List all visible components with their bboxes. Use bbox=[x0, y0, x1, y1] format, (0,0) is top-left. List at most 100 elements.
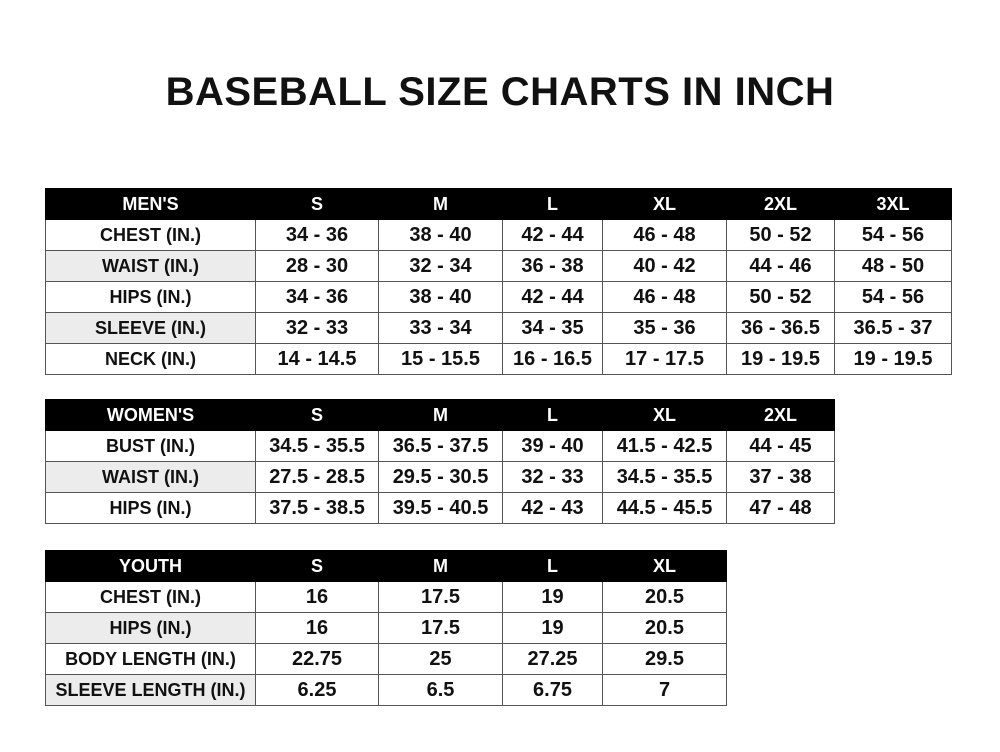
measurement-label: HIPS (IN.) bbox=[45, 281, 256, 313]
category-header: YOUTH bbox=[45, 550, 256, 582]
page-title: BASEBALL SIZE CHARTS IN INCH bbox=[165, 70, 835, 114]
size-value-cell: 19 - 19.5 bbox=[726, 343, 835, 375]
size-header: L bbox=[502, 188, 603, 220]
size-value-cell: 28 - 30 bbox=[255, 250, 379, 282]
size-value-cell: 34 - 36 bbox=[255, 281, 379, 313]
size-value-cell: 20.5 bbox=[602, 612, 727, 644]
size-value-cell: 20.5 bbox=[602, 581, 727, 613]
size-value-cell: 37.5 - 38.5 bbox=[255, 492, 379, 524]
size-value-cell: 54 - 56 bbox=[834, 281, 952, 313]
size-value-cell: 39 - 40 bbox=[502, 430, 603, 462]
measurement-label: SLEEVE (IN.) bbox=[45, 312, 256, 344]
table-row: NECK (IN.) 14 - 14.5 15 - 15.5 16 - 16.5 17 … bbox=[45, 343, 952, 375]
measurement-label: BUST (IN.) bbox=[45, 430, 256, 462]
size-header: M bbox=[378, 550, 503, 582]
size-header: XL bbox=[602, 550, 727, 582]
size-value-cell: 37 - 38 bbox=[726, 461, 835, 493]
measurement-label: HIPS (IN.) bbox=[45, 612, 256, 644]
table-row: HIPS (IN.) 34 - 36 38 - 40 42 - 44 46 - 48 50… bbox=[45, 281, 952, 313]
size-value-cell: 50 - 52 bbox=[726, 219, 835, 251]
size-value-cell: 14 - 14.5 bbox=[255, 343, 379, 375]
size-header: S bbox=[255, 399, 379, 431]
size-value-cell: 17.5 bbox=[378, 612, 503, 644]
header-row: YOUTH S M L XL bbox=[45, 550, 727, 582]
size-value-cell: 7 bbox=[602, 674, 727, 706]
youth-size-table: YOUTH S M L XL CHEST (IN.) 16 17.5 19 20.5 HIPS (I… bbox=[45, 550, 727, 706]
size-value-cell: 34 - 35 bbox=[502, 312, 603, 344]
size-value-cell: 38 - 40 bbox=[378, 219, 503, 251]
size-value-cell: 27.5 - 28.5 bbox=[255, 461, 379, 493]
size-value-cell: 44.5 - 45.5 bbox=[602, 492, 727, 524]
size-value-cell: 32 - 34 bbox=[378, 250, 503, 282]
size-value-cell: 42 - 43 bbox=[502, 492, 603, 524]
size-value-cell: 19 - 19.5 bbox=[834, 343, 952, 375]
size-value-cell: 42 - 44 bbox=[502, 219, 603, 251]
table-row: WAIST (IN.) 27.5 - 28.5 29.5 - 30.5 32 - 33… bbox=[45, 461, 835, 493]
measurement-label: HIPS (IN.) bbox=[45, 492, 256, 524]
size-value-cell: 6.25 bbox=[255, 674, 379, 706]
table-row: CHEST (IN.) 34 - 36 38 - 40 42 - 44 46 - 48 5… bbox=[45, 219, 952, 251]
size-value-cell: 34.5 - 35.5 bbox=[602, 461, 727, 493]
size-value-cell: 36 - 38 bbox=[502, 250, 603, 282]
table-row: HIPS (IN.) 16 17.5 19 20.5 bbox=[45, 612, 727, 644]
size-value-cell: 48 - 50 bbox=[834, 250, 952, 282]
category-header: MEN'S bbox=[45, 188, 256, 220]
table-row: SLEEVE (IN.) 32 - 33 33 - 34 34 - 35 35 - 36… bbox=[45, 312, 952, 344]
table-row: HIPS (IN.) 37.5 - 38.5 39.5 - 40.5 42 - 43 4… bbox=[45, 492, 835, 524]
table-row: BUST (IN.) 34.5 - 35.5 36.5 - 37.5 39 - 40 4… bbox=[45, 430, 835, 462]
size-header: M bbox=[378, 399, 503, 431]
size-header: S bbox=[255, 550, 379, 582]
size-value-cell: 34.5 - 35.5 bbox=[255, 430, 379, 462]
table-row: SLEEVE LENGTH (IN.) 6.25 6.5 6.75 7 bbox=[45, 674, 727, 706]
size-header: L bbox=[502, 550, 603, 582]
size-value-cell: 25 bbox=[378, 643, 503, 675]
size-value-cell: 44 - 46 bbox=[726, 250, 835, 282]
size-value-cell: 6.5 bbox=[378, 674, 503, 706]
size-header: 2XL bbox=[726, 188, 835, 220]
size-value-cell: 32 - 33 bbox=[255, 312, 379, 344]
size-header: XL bbox=[602, 399, 727, 431]
size-value-cell: 19 bbox=[502, 581, 603, 613]
size-value-cell: 16 - 16.5 bbox=[502, 343, 603, 375]
size-value-cell: 40 - 42 bbox=[602, 250, 727, 282]
measurement-label: WAIST (IN.) bbox=[45, 250, 256, 282]
size-value-cell: 36 - 36.5 bbox=[726, 312, 835, 344]
womens-size-table: WOMEN'S S M L XL 2XL BUST (IN.) 34.5 - 35.5 36.5… bbox=[45, 399, 835, 524]
measurement-label: WAIST (IN.) bbox=[45, 461, 256, 493]
size-value-cell: 27.25 bbox=[502, 643, 603, 675]
size-header: S bbox=[255, 188, 379, 220]
size-value-cell: 29.5 bbox=[602, 643, 727, 675]
header-row: MEN'S S M L XL 2XL 3XL bbox=[45, 188, 952, 220]
table-row: WAIST (IN.) 28 - 30 32 - 34 36 - 38 40 - 42 4… bbox=[45, 250, 952, 282]
size-value-cell: 36.5 - 37 bbox=[834, 312, 952, 344]
size-value-cell: 16 bbox=[255, 581, 379, 613]
size-value-cell: 36.5 - 37.5 bbox=[378, 430, 503, 462]
size-value-cell: 54 - 56 bbox=[834, 219, 952, 251]
size-value-cell: 29.5 - 30.5 bbox=[378, 461, 503, 493]
size-value-cell: 33 - 34 bbox=[378, 312, 503, 344]
measurement-label: CHEST (IN.) bbox=[45, 219, 256, 251]
measurement-label: SLEEVE LENGTH (IN.) bbox=[45, 674, 256, 706]
size-value-cell: 16 bbox=[255, 612, 379, 644]
size-value-cell: 38 - 40 bbox=[378, 281, 503, 313]
size-value-cell: 34 - 36 bbox=[255, 219, 379, 251]
size-value-cell: 35 - 36 bbox=[602, 312, 727, 344]
size-value-cell: 6.75 bbox=[502, 674, 603, 706]
mens-size-table: MEN'S S M L XL 2XL 3XL CHEST (IN.) 34 - 36 38 - 4… bbox=[45, 188, 952, 375]
size-value-cell: 15 - 15.5 bbox=[378, 343, 503, 375]
size-value-cell: 41.5 - 42.5 bbox=[602, 430, 727, 462]
size-header: M bbox=[378, 188, 503, 220]
size-value-cell: 17.5 bbox=[378, 581, 503, 613]
category-header: WOMEN'S bbox=[45, 399, 256, 431]
measurement-label: CHEST (IN.) bbox=[45, 581, 256, 613]
size-value-cell: 19 bbox=[502, 612, 603, 644]
size-value-cell: 47 - 48 bbox=[726, 492, 835, 524]
header-row: WOMEN'S S M L XL 2XL bbox=[45, 399, 835, 431]
size-value-cell: 50 - 52 bbox=[726, 281, 835, 313]
size-value-cell: 46 - 48 bbox=[602, 281, 727, 313]
size-value-cell: 17 - 17.5 bbox=[602, 343, 727, 375]
size-value-cell: 22.75 bbox=[255, 643, 379, 675]
size-value-cell: 44 - 45 bbox=[726, 430, 835, 462]
size-header: L bbox=[502, 399, 603, 431]
size-value-cell: 46 - 48 bbox=[602, 219, 727, 251]
